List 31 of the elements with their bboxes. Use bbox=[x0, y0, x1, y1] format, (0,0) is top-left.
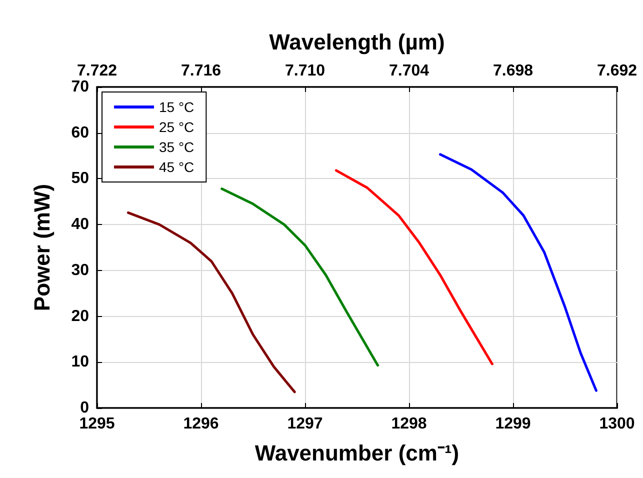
y-tick-label: 0 bbox=[80, 400, 90, 416]
x-tick-label: 1297 bbox=[287, 416, 323, 432]
y-tick-label: 30 bbox=[71, 262, 90, 279]
legend-label: 35 °C bbox=[159, 139, 194, 155]
y-tick-label: 40 bbox=[71, 216, 90, 234]
x2-axis-title: Wavelength (µm) bbox=[269, 30, 445, 54]
line-series bbox=[438, 153, 598, 392]
y-tick-label: 50 bbox=[71, 170, 90, 188]
x-axis-title: Wavenumber (cm⁻¹) bbox=[254, 440, 460, 466]
legend-label: 15 °C bbox=[159, 99, 194, 115]
x2-tick-label: 7.704 bbox=[388, 62, 430, 80]
y-tick-label: 10 bbox=[71, 354, 90, 371]
line-series bbox=[220, 188, 380, 367]
x2-tick-label: 7.722 bbox=[76, 62, 118, 80]
x-tick-label: 1299 bbox=[495, 416, 531, 432]
x-tick-label: 1300 bbox=[599, 416, 635, 432]
x2-tick-label: 7.698 bbox=[492, 62, 534, 80]
line-series bbox=[334, 169, 494, 366]
x-tick-label: 1296 bbox=[183, 416, 219, 432]
y-tick-label: 60 bbox=[71, 124, 90, 142]
x-tick-label: 1298 bbox=[391, 416, 427, 432]
y-axis-title: Power (mW) bbox=[30, 184, 54, 312]
y-tick-label: 20 bbox=[71, 308, 90, 325]
line-series bbox=[126, 211, 296, 394]
legend-label: 45 °C bbox=[159, 159, 194, 175]
y-tick-label: 70 bbox=[71, 78, 90, 96]
x-tick-label: 1295 bbox=[79, 416, 115, 432]
x2-tick-label: 7.716 bbox=[180, 62, 222, 80]
x2-tick-label: 7.710 bbox=[284, 62, 326, 80]
x2-tick-label: 7.692 bbox=[596, 62, 638, 80]
legend-label: 25 °C bbox=[159, 119, 194, 135]
